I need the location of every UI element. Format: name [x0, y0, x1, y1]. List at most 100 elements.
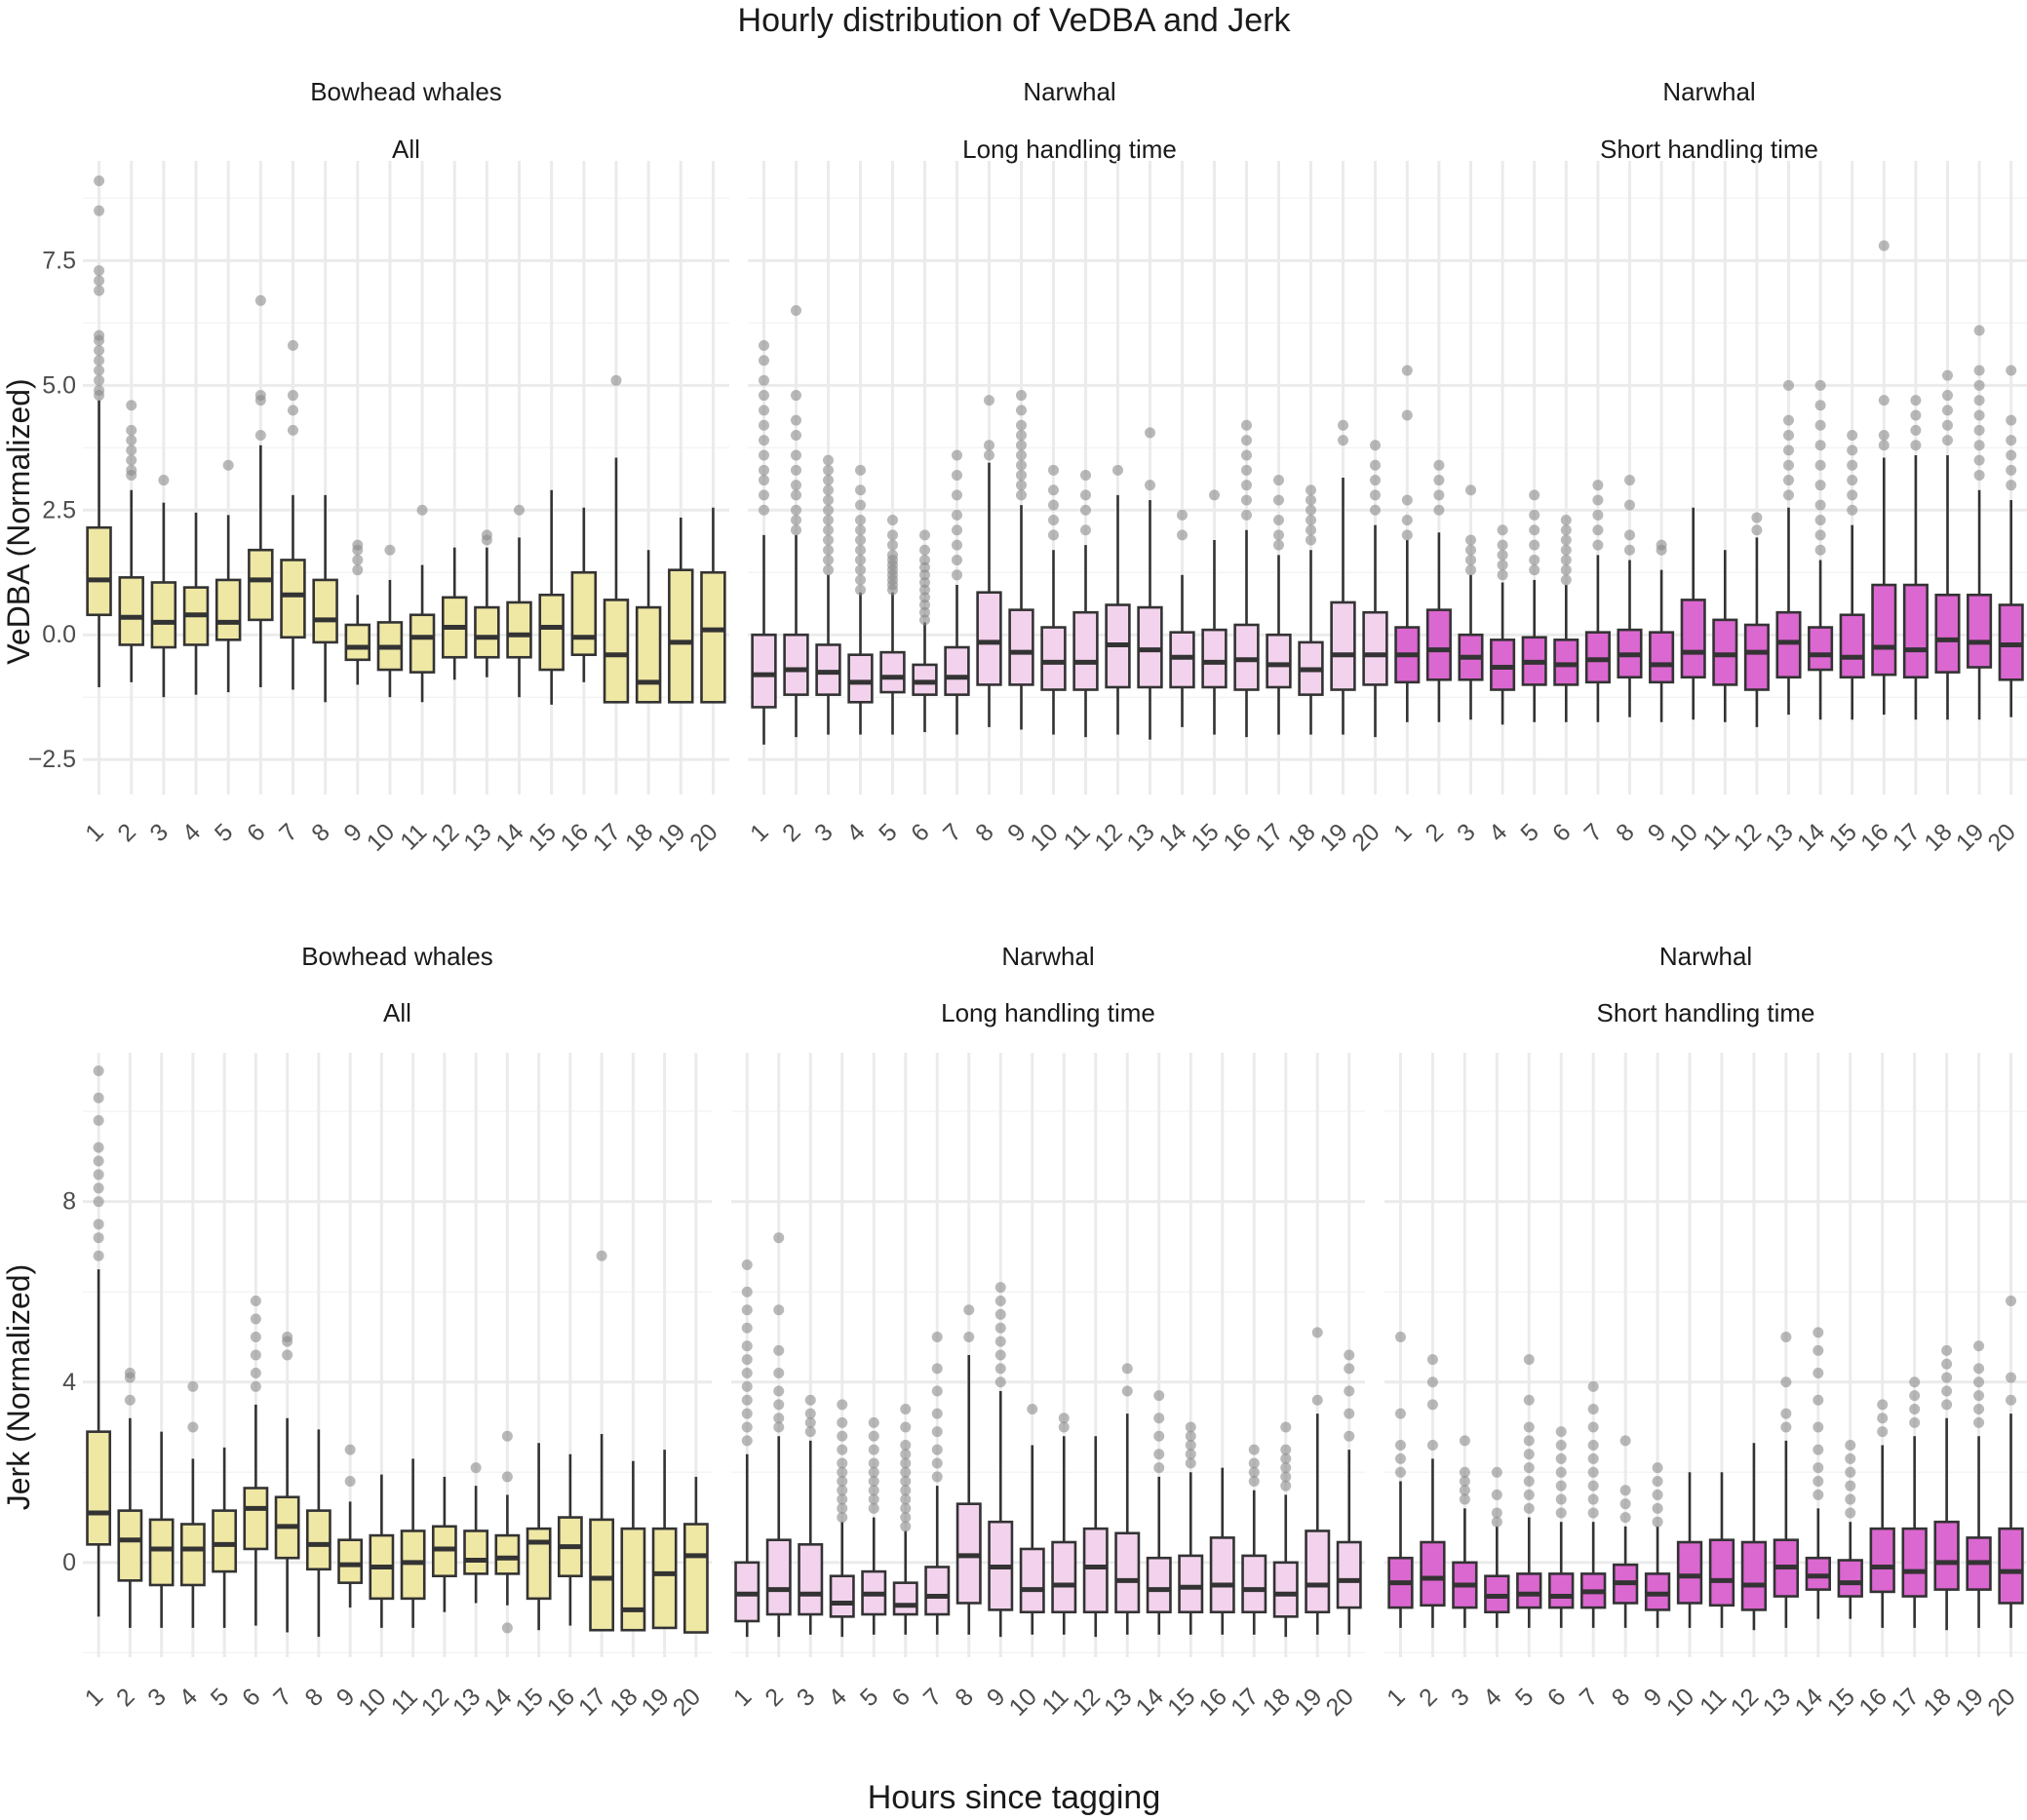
outlier-point: [994, 1336, 1006, 1347]
iqr-box: [603, 599, 630, 704]
box-hour-2: [783, 305, 809, 738]
outlier-point: [1370, 489, 1381, 501]
box-hour-17: [603, 374, 630, 704]
iqr-box: [798, 1543, 824, 1616]
iqr-box: [1553, 639, 1579, 686]
box-hour-6: [892, 1404, 918, 1635]
outlier-point: [741, 1435, 753, 1447]
x-tick-label: 3: [1446, 1683, 1475, 1712]
outlier-point: [250, 1380, 261, 1392]
box-hour-18: [620, 1460, 646, 1632]
outlier-point: [1877, 1426, 1889, 1438]
outlier-point: [1401, 365, 1413, 376]
box-hour-6: [248, 294, 274, 687]
y-tick-label: 0: [62, 1549, 76, 1576]
outlier-point: [759, 475, 769, 486]
outlier-point: [1344, 1430, 1355, 1442]
box-hour-6: [912, 529, 938, 733]
box-hour-18: [635, 550, 662, 704]
outlier-point: [952, 449, 962, 461]
outlier-point: [741, 1394, 753, 1406]
outlier-point: [837, 1485, 848, 1496]
outlier-point: [1910, 395, 1922, 407]
outlier-point: [1652, 1462, 1663, 1474]
outlier-point: [1048, 484, 1059, 496]
box-hour-6: [1553, 515, 1579, 722]
iqr-box: [214, 578, 242, 641]
outlier-point: [1523, 1421, 1535, 1433]
outlier-point: [994, 1363, 1006, 1375]
outlier-point: [254, 429, 266, 441]
outlier-point: [282, 1349, 293, 1361]
outlier-point: [1248, 1466, 1260, 1478]
outlier-point: [1560, 554, 1572, 565]
outlier-point: [804, 1416, 816, 1428]
outlier-point: [1465, 544, 1476, 556]
outlier-point: [1016, 429, 1027, 441]
outlier-point: [1241, 464, 1252, 476]
outlier-point: [868, 1493, 879, 1505]
x-tick-label: 20: [668, 1683, 706, 1721]
outlier-point: [759, 489, 769, 501]
iqr-box: [1676, 1540, 1703, 1605]
outlier-point: [1523, 1502, 1535, 1514]
iqr-box: [1516, 1572, 1542, 1609]
iqr-box: [1114, 1531, 1141, 1614]
outlier-point: [1241, 419, 1252, 431]
outlier-point: [1459, 1466, 1470, 1478]
outlier-point: [791, 480, 801, 491]
outlier-point: [94, 355, 105, 367]
outlier-point: [823, 464, 834, 476]
outlier-point: [2006, 1372, 2017, 1383]
x-tick-label: 6: [242, 818, 271, 847]
iqr-box: [1933, 1520, 1960, 1591]
outlier-point: [1273, 529, 1284, 541]
outlier-point: [2006, 449, 2017, 461]
outlier-point: [1523, 1449, 1535, 1460]
outlier-point: [1529, 489, 1540, 501]
iqr-box: [944, 645, 970, 696]
outlier-point: [837, 1502, 848, 1514]
outlier-point: [1016, 449, 1027, 461]
outlier-point: [791, 449, 801, 461]
outlier-point: [1592, 494, 1604, 506]
outlier-point: [1080, 524, 1091, 536]
outlier-point: [1941, 1372, 1953, 1383]
iqr-box: [1967, 593, 1993, 669]
outlier-point: [1465, 534, 1476, 546]
box-hour-20: [1362, 440, 1388, 738]
x-tick-label: 6: [1542, 1683, 1572, 1712]
outlier-point: [1555, 1493, 1567, 1505]
outlier-point: [1344, 1349, 1355, 1361]
x-tick-label: 1: [728, 1683, 758, 1712]
panel-title: Narwhal: [1023, 77, 1115, 106]
box-hour-4: [829, 1399, 855, 1638]
outlier-point: [93, 1196, 104, 1208]
outlier-point: [900, 1521, 912, 1532]
outlier-point: [855, 464, 866, 476]
x-tick-label: 5: [210, 818, 239, 847]
outlier-point: [126, 445, 137, 456]
outlier-point: [1973, 1390, 1985, 1402]
iqr-box: [700, 570, 726, 704]
box-hour-16: [1233, 419, 1260, 738]
outlier-point: [1523, 1435, 1535, 1447]
outlier-point: [1523, 1462, 1535, 1474]
outlier-point: [887, 529, 898, 541]
outlier-point: [791, 464, 801, 476]
iqr-box: [1051, 1540, 1077, 1614]
box-hour-15: [1837, 1440, 1863, 1619]
box-hour-19: [668, 517, 694, 704]
box-hour-9: [344, 539, 371, 685]
x-tick-label: 1: [80, 818, 109, 847]
outlier-point: [952, 489, 962, 501]
outlier-point: [804, 1426, 816, 1438]
outlier-point: [384, 544, 396, 556]
outlier-point: [1560, 544, 1572, 556]
x-tick-label: 10: [353, 1683, 391, 1721]
outlier-point: [1016, 419, 1027, 431]
y-tick-label: −2.5: [28, 746, 76, 773]
outlier-point: [1048, 464, 1059, 476]
outlier-point: [1491, 1489, 1502, 1500]
